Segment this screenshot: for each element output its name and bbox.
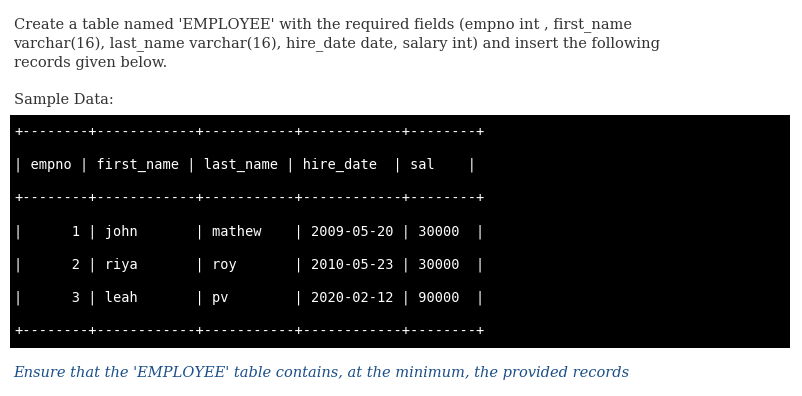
Text: Create a table named 'EMPLOYEE' with the required fields (empno int , first_name: Create a table named 'EMPLOYEE' with the… [14,18,631,33]
Text: |      1 | john       | mathew    | 2009-05-20 | 30000  |: | 1 | john | mathew | 2009-05-20 | 30000… [14,224,484,239]
Text: +--------+------------+-----------+------------+--------+: +--------+------------+-----------+-----… [14,125,484,139]
Text: varchar(16), last_name varchar(16), hire_date date, salary int) and insert the f: varchar(16), last_name varchar(16), hire… [14,37,661,52]
Text: | empno | first_name | last_name | hire_date  | sal    |: | empno | first_name | last_name | hire_… [14,158,476,172]
Text: records given below.: records given below. [14,56,167,70]
Text: Sample Data:: Sample Data: [14,93,113,107]
FancyBboxPatch shape [10,115,790,348]
Text: Ensure that the 'EMPLOYEE' table contains, at the minimum, the provided records: Ensure that the 'EMPLOYEE' table contain… [14,366,630,380]
Text: |      2 | riya       | roy       | 2010-05-23 | 30000  |: | 2 | riya | roy | 2010-05-23 | 30000 | [14,257,484,272]
Text: +--------+------------+-----------+------------+--------+: +--------+------------+-----------+-----… [14,191,484,205]
Text: |      3 | leah       | pv        | 2020-02-12 | 90000  |: | 3 | leah | pv | 2020-02-12 | 90000 | [14,291,484,305]
Text: +--------+------------+-----------+------------+--------+: +--------+------------+-----------+-----… [14,324,484,338]
